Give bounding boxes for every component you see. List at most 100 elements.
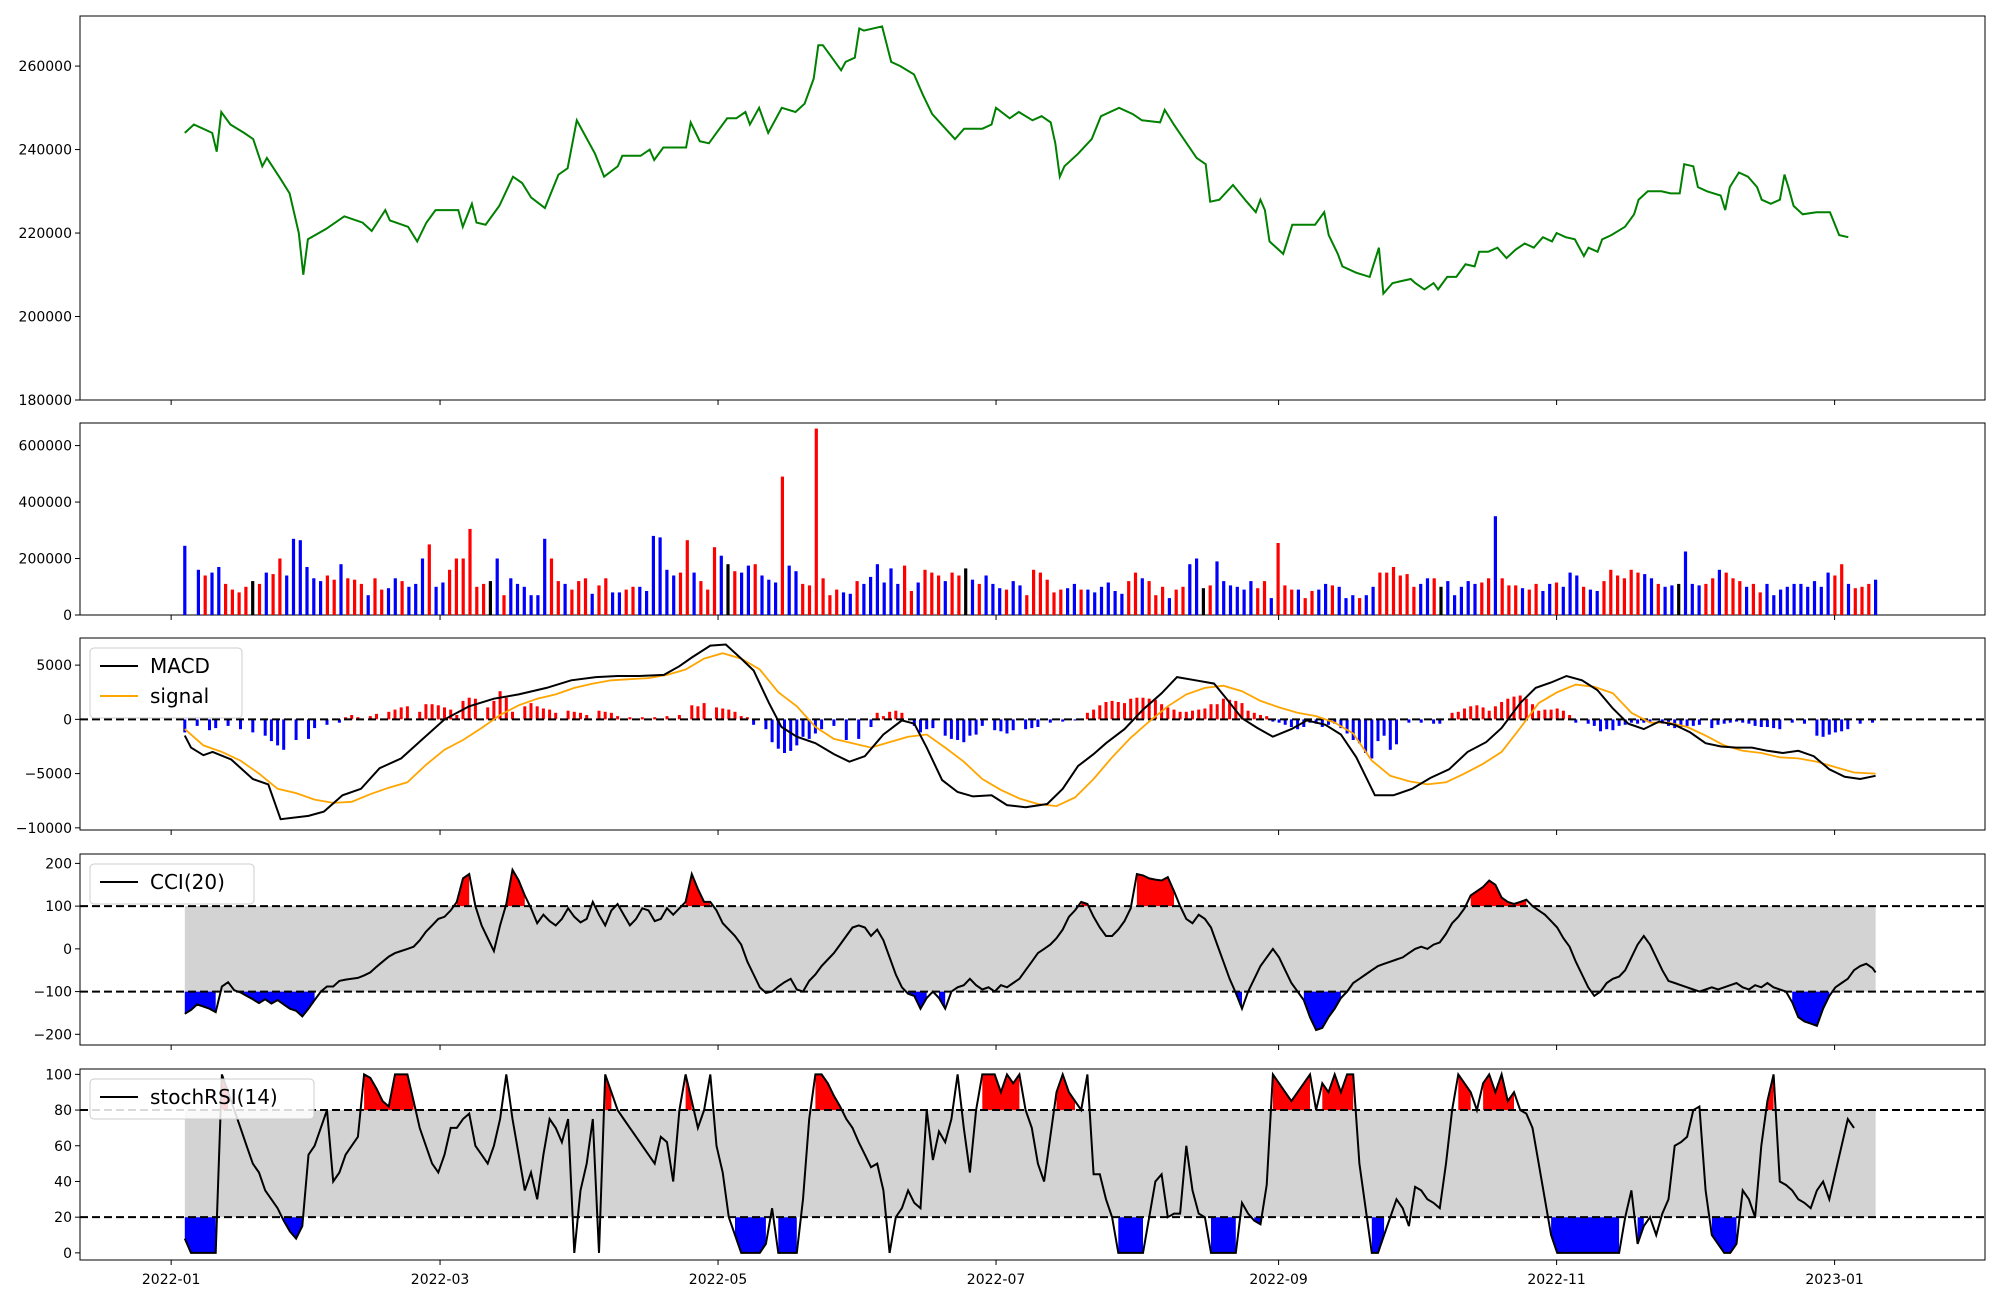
macd-histogram-bar [504, 697, 508, 720]
macd-histogram-bar [1098, 705, 1102, 720]
volume-bar [448, 569, 452, 615]
macd-histogram-bar [430, 704, 434, 720]
stochrsi-overbought-fill [1458, 1074, 1471, 1111]
macd-histogram-bar [1493, 706, 1497, 720]
macd-histogram-bar [387, 711, 391, 720]
volume-bar [1249, 581, 1253, 615]
volume-bar [1201, 588, 1205, 615]
volume-bar [1649, 578, 1654, 615]
volume-bar [1527, 589, 1531, 615]
macd-panel: −10000 −5000 0 5000 MACD signal [16, 637, 1986, 837]
macd-histogram-bar [214, 719, 218, 729]
macd-histogram-bar [523, 706, 527, 720]
volume-bar [692, 572, 696, 615]
macd-histogram-bar [1524, 698, 1528, 720]
ytick-label: 220000 [19, 226, 72, 242]
macd-histogram-bar [665, 716, 669, 720]
volume-bar [1799, 583, 1803, 615]
volume-bar [1867, 583, 1871, 615]
volume-bar [746, 565, 750, 615]
volume-bar [427, 544, 431, 615]
volume-bar [1066, 588, 1070, 615]
macd-histogram-bar [1679, 719, 1683, 727]
volume-bar [1826, 572, 1830, 615]
macd-histogram-bar [1296, 719, 1300, 730]
panel-frame-2 [79, 637, 1986, 831]
volume-panel: 0 200000 400000 600000 [19, 422, 1986, 624]
volume-bar [590, 593, 594, 615]
ytick-label: 60 [54, 1139, 72, 1155]
volume-bar [366, 595, 370, 615]
volume-bar [183, 545, 187, 615]
volume-bar [930, 572, 934, 615]
volume-bar [862, 583, 866, 615]
volume-bar [393, 578, 397, 615]
volume-bar [1792, 583, 1796, 615]
macd-histogram-bar [443, 707, 446, 720]
volume-bar [359, 583, 363, 615]
volume-bar [1133, 572, 1138, 615]
volume-bar [373, 578, 377, 615]
stochrsi-overbought-fill [1483, 1074, 1514, 1111]
macd-histogram-bar [801, 719, 805, 737]
xtick-label: 2023-01 [1805, 1272, 1864, 1288]
volume-bar [638, 586, 642, 615]
volume-bar [1195, 558, 1199, 615]
ytick-label: 200000 [19, 310, 72, 326]
stochrsi-oversold-fill [778, 1217, 797, 1253]
ytick-label: 0 [63, 1246, 72, 1262]
volume-bar [807, 585, 812, 615]
macd-histogram-bar [1629, 719, 1633, 723]
volume-bar [319, 581, 323, 615]
volume-bar [1351, 595, 1355, 615]
legend-label: MACD [150, 654, 210, 678]
macd-histogram-bar [1574, 719, 1578, 723]
macd-histogram-bar [467, 697, 471, 720]
volume-bar [1147, 581, 1151, 615]
macd-histogram-bar [912, 719, 916, 726]
macd-histogram-bar [597, 710, 601, 720]
macd-histogram-bar [535, 706, 539, 720]
volume-bar [312, 578, 316, 615]
macd-histogram-bar [1345, 719, 1349, 734]
volume-bar [882, 582, 886, 615]
volume-bar [1391, 567, 1396, 615]
volume-bar [1745, 586, 1749, 615]
macd-histogram-bar [795, 719, 799, 746]
volume-bar [1330, 585, 1334, 615]
macd-histogram-bar [776, 719, 780, 749]
macd-histogram-bar [356, 717, 360, 720]
volume-bar [386, 588, 391, 615]
volume-bar [841, 592, 846, 615]
macd-histogram-bar [1463, 708, 1466, 720]
macd-histogram-bar [869, 719, 873, 727]
macd-histogram-bar [1110, 700, 1114, 720]
macd-histogram-bar [1772, 719, 1776, 729]
macd-histogram-bar [1011, 719, 1015, 731]
macd-histogram-bar [208, 719, 211, 731]
volume-bar [855, 581, 859, 615]
macd-histogram-bar [1586, 719, 1590, 724]
volume-bar [1453, 595, 1457, 615]
volume-bar [1711, 578, 1715, 615]
volume-bar [896, 583, 900, 615]
ytick-label: 20 [54, 1210, 72, 1226]
volume-bar [617, 592, 621, 615]
macd-histogram-bar [492, 700, 496, 720]
macd-histogram-bar [616, 716, 620, 720]
macd-histogram-bar [993, 719, 997, 731]
volume-bar [1337, 586, 1341, 615]
volume-bar [1161, 586, 1165, 615]
volume-bar [916, 582, 920, 615]
volume-bar [210, 572, 214, 615]
volume-bar [1378, 572, 1382, 615]
legend-label: signal [150, 684, 209, 708]
volume-bar [957, 575, 961, 615]
volume-bar [1004, 589, 1009, 615]
volume-bar [1269, 598, 1273, 615]
ytick-label: 80 [54, 1103, 72, 1119]
volume-bar [325, 575, 329, 615]
volume-bar [434, 586, 438, 615]
macd-histogram-bar [1821, 719, 1825, 737]
macd-histogram-bar [263, 719, 267, 736]
